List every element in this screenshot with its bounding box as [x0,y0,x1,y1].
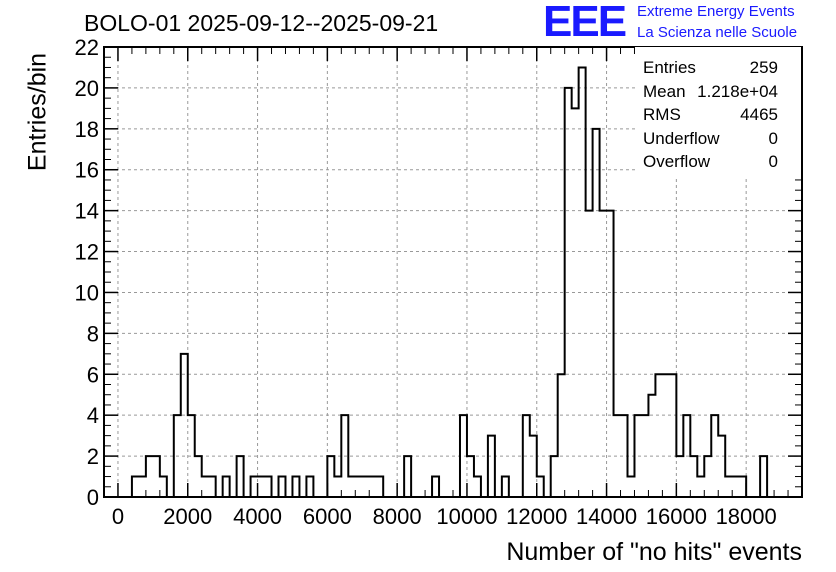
y-tick-label: 22 [75,35,99,60]
histogram-bin [669,374,676,497]
histogram-bin [139,477,146,497]
histogram-bin [530,436,537,497]
histogram-bin [132,477,139,497]
x-tick-label: 12000 [506,504,567,529]
histogram-bin [355,477,362,497]
stats-underflow-value: 0 [768,129,778,148]
histogram-bin [676,456,683,497]
y-tick-label: 14 [75,199,99,224]
histogram-bin [732,477,739,497]
stats-mean-value: 1.218e+04 [697,82,778,101]
histogram-bin [551,456,558,497]
histogram-bin [704,456,711,497]
histogram-bin [146,456,153,497]
histogram-bin [181,354,188,497]
histogram-bin [572,108,579,497]
histogram-bin [202,477,209,497]
histogram-bin [558,374,565,497]
histogram-bin [690,456,697,497]
histogram-bin [502,477,509,497]
histogram-bin [292,477,299,497]
org-name: Extreme Energy Events [637,3,795,20]
histogram-bin [209,477,216,497]
histogram-bin [718,436,725,497]
stats-mean-label: Mean [643,82,686,101]
x-tick-label: 16000 [646,504,707,529]
histogram-bin [348,477,355,497]
org-subtitle: La Scienza nelle Scuole [637,24,798,41]
x-axis-label: Number of "no hits" events [506,538,802,566]
x-tick-label: 8000 [373,504,422,529]
y-tick-label: 8 [87,321,99,346]
histogram-bin [662,374,669,497]
histogram-bin [160,477,167,497]
histogram-bin [655,374,662,497]
histogram-bin [279,477,286,497]
stats-rms-value: 4465 [740,105,778,124]
histogram-bin [369,477,376,497]
histogram-bin [327,456,334,497]
x-tick-label: 6000 [303,504,352,529]
stats-entries-value: 259 [749,58,778,77]
histogram-bin [265,477,272,497]
histogram-bin [586,211,593,497]
y-tick-label: 6 [87,362,99,387]
stats-entries-label: Entries [643,58,696,77]
y-tick-label: 20 [75,76,99,101]
histogram-bin [628,477,635,497]
histogram-bin [474,477,481,497]
histogram-bin [362,477,369,497]
y-tick-label: 18 [75,117,99,142]
histogram-bin [579,67,586,497]
histogram-bin [195,456,202,497]
y-tick-label: 4 [87,403,99,428]
histogram-bin [334,477,341,497]
histogram-bin [607,211,614,497]
x-tick-label: 10000 [436,504,497,529]
histogram-bin [739,477,746,497]
histogram-bin [760,456,767,497]
y-tick-label: 2 [87,444,99,469]
histogram-bin [223,477,230,497]
histogram-bin [600,211,607,497]
histogram-bin [537,477,544,497]
eee-logo: EEE [543,0,627,46]
x-tick-label: 2000 [163,504,212,529]
stats-overflow-value: 0 [768,152,778,171]
tick-labels: 0 2 4 6 8 10 12 14 16 18 20 22 0 2000 4000 6000 8000 1000… [75,35,777,529]
stats-box [635,47,801,177]
plot-frame [103,46,803,498]
histogram-bin [488,436,495,497]
histogram-bin [153,456,160,497]
y-tick-label: 16 [75,158,99,183]
histogram-bin [467,456,474,497]
y-tick-label: 0 [87,485,99,510]
histogram-bin [306,477,313,497]
histogram-bin [697,477,704,497]
x-tick-label: 4000 [233,504,282,529]
stats-rms-label: RMS [643,105,681,124]
y-axis-label: Entries/bin [23,52,52,172]
stats-underflow-label: Underflow [643,129,720,148]
stats-overflow-label: Overflow [643,152,711,171]
x-tick-label: 18000 [716,504,777,529]
chart-title: BOLO-01 2025-09-12--2025-09-21 [84,10,439,36]
histogram-bin [432,477,439,497]
histogram-bin [404,456,411,497]
x-tick-label: 0 [112,504,124,529]
histogram-bin [648,395,655,497]
histogram-bin [593,129,600,497]
y-tick-label: 10 [75,280,99,305]
histogram-bin [251,477,258,497]
histogram-bin [725,477,732,497]
histogram-bin [376,477,383,497]
histogram-bin [258,477,265,497]
y-tick-label: 12 [75,240,99,265]
histogram-bin [237,456,244,497]
x-tick-label: 14000 [576,504,637,529]
